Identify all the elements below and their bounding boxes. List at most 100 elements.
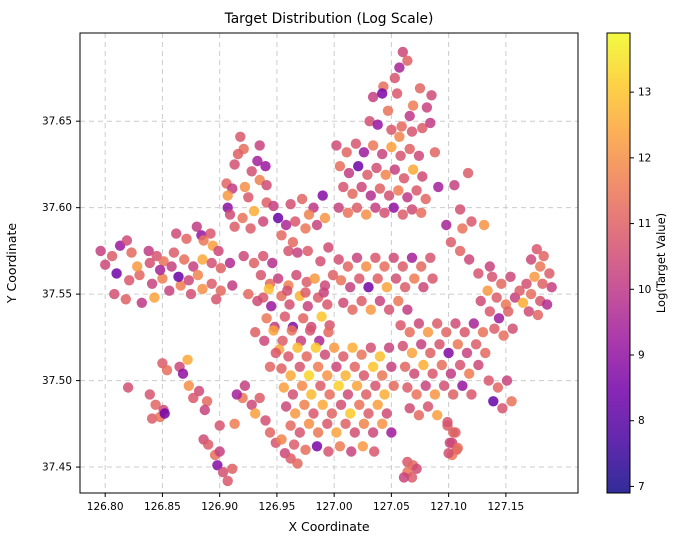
scatter-point <box>383 190 395 201</box>
scatter-point <box>394 131 405 142</box>
scatter-point <box>318 287 329 298</box>
scatter-point <box>340 418 351 429</box>
scatter-point <box>506 396 517 407</box>
scatter-point <box>523 306 534 317</box>
scatter-point <box>361 209 372 220</box>
scatter-point <box>484 306 495 317</box>
scatter-point <box>331 361 342 372</box>
x-axis-label: X Coordinate <box>288 519 369 534</box>
scatter-point <box>291 269 302 281</box>
scatter-point <box>288 439 300 450</box>
scatter-point <box>383 304 395 315</box>
scatter-point <box>238 250 249 262</box>
scatter-point <box>252 155 263 167</box>
scatter-point <box>322 370 333 381</box>
scatter-point <box>261 313 272 324</box>
scatter-point <box>386 427 397 438</box>
scatter-point <box>374 183 386 194</box>
scatter-point <box>280 219 292 231</box>
scatter-point <box>258 216 269 227</box>
scatter-point <box>302 245 313 257</box>
scatter-point <box>285 420 296 431</box>
scatter-point <box>319 349 331 360</box>
scatter-point <box>411 185 422 196</box>
scatter-point <box>397 340 408 352</box>
scatter-point <box>470 339 482 350</box>
scatter-point <box>334 161 346 172</box>
scatter-point <box>158 256 169 267</box>
scatter-point <box>364 116 375 127</box>
scatter-point <box>333 254 344 265</box>
scatter-point <box>497 403 508 414</box>
scatter-point <box>266 301 277 312</box>
scatter-point <box>452 339 463 350</box>
scatter-point <box>505 271 516 282</box>
scatter-point <box>347 342 358 353</box>
scatter-point <box>322 299 333 310</box>
scatter-point <box>353 161 364 172</box>
scatter-point <box>183 380 194 391</box>
scatter-point <box>272 273 284 284</box>
scatter-point <box>501 375 513 386</box>
scatter-point <box>457 380 468 391</box>
scatter-point <box>206 278 217 289</box>
scatter-point <box>535 261 546 272</box>
scatter-point <box>285 199 296 210</box>
scatter-point <box>185 288 197 300</box>
scatter-point <box>406 126 418 137</box>
colorbar-tick-label: 13 <box>638 87 651 99</box>
scatter-point <box>211 294 222 305</box>
scatter-point <box>377 418 388 429</box>
scatter-point <box>514 285 525 296</box>
scatter-point <box>111 268 122 279</box>
scatter-point <box>507 323 518 334</box>
scatter-point <box>134 269 145 281</box>
scatter-point <box>388 252 399 263</box>
scatter-point <box>345 282 356 293</box>
scatter-point <box>367 361 379 372</box>
scatter-point <box>414 83 426 94</box>
scatter-point <box>365 190 376 201</box>
scatter-point <box>214 446 225 457</box>
scatter-point <box>462 167 474 179</box>
scatter-point <box>354 399 365 410</box>
scatter-point <box>445 237 457 248</box>
scatter-point <box>171 228 182 239</box>
colorbar-tick-label: 9 <box>638 350 645 362</box>
scatter-point <box>296 193 308 205</box>
scatter-point <box>173 271 184 282</box>
scatter-point <box>413 150 425 161</box>
scatter-point <box>335 399 347 410</box>
scatter-point <box>496 278 507 289</box>
scatter-point <box>420 193 431 205</box>
scatter-point <box>436 359 447 371</box>
scatter-point <box>206 257 217 269</box>
scatter-point <box>445 368 457 379</box>
scatter-point <box>349 361 360 372</box>
scatter-point <box>229 159 240 170</box>
scatter-point <box>300 223 311 234</box>
scatter-point <box>503 306 514 317</box>
scatter-point <box>294 361 305 372</box>
scatter-point <box>461 347 473 359</box>
scatter-point <box>303 209 315 220</box>
scatter-point <box>379 207 390 218</box>
scatter-point <box>276 434 287 445</box>
x-tick-label: 127.05 <box>373 501 410 513</box>
scatter-point <box>205 228 216 239</box>
colorbar-ticks: 7 8 9 10 11 12 13 <box>630 87 651 493</box>
scatter-point <box>197 283 208 295</box>
scatter-point <box>349 427 360 438</box>
scatter-point <box>222 475 233 487</box>
scatter-point <box>193 385 205 397</box>
scatter-point <box>333 202 344 213</box>
scatter-point <box>283 245 294 257</box>
scatter-point <box>407 164 419 175</box>
scatter-point <box>324 389 335 400</box>
scatter-point <box>282 285 293 296</box>
scatter-point <box>396 121 407 132</box>
scatter-point <box>397 261 408 272</box>
scatter-point <box>422 327 434 338</box>
scatter-point <box>356 295 367 307</box>
scatter-point <box>315 380 326 391</box>
